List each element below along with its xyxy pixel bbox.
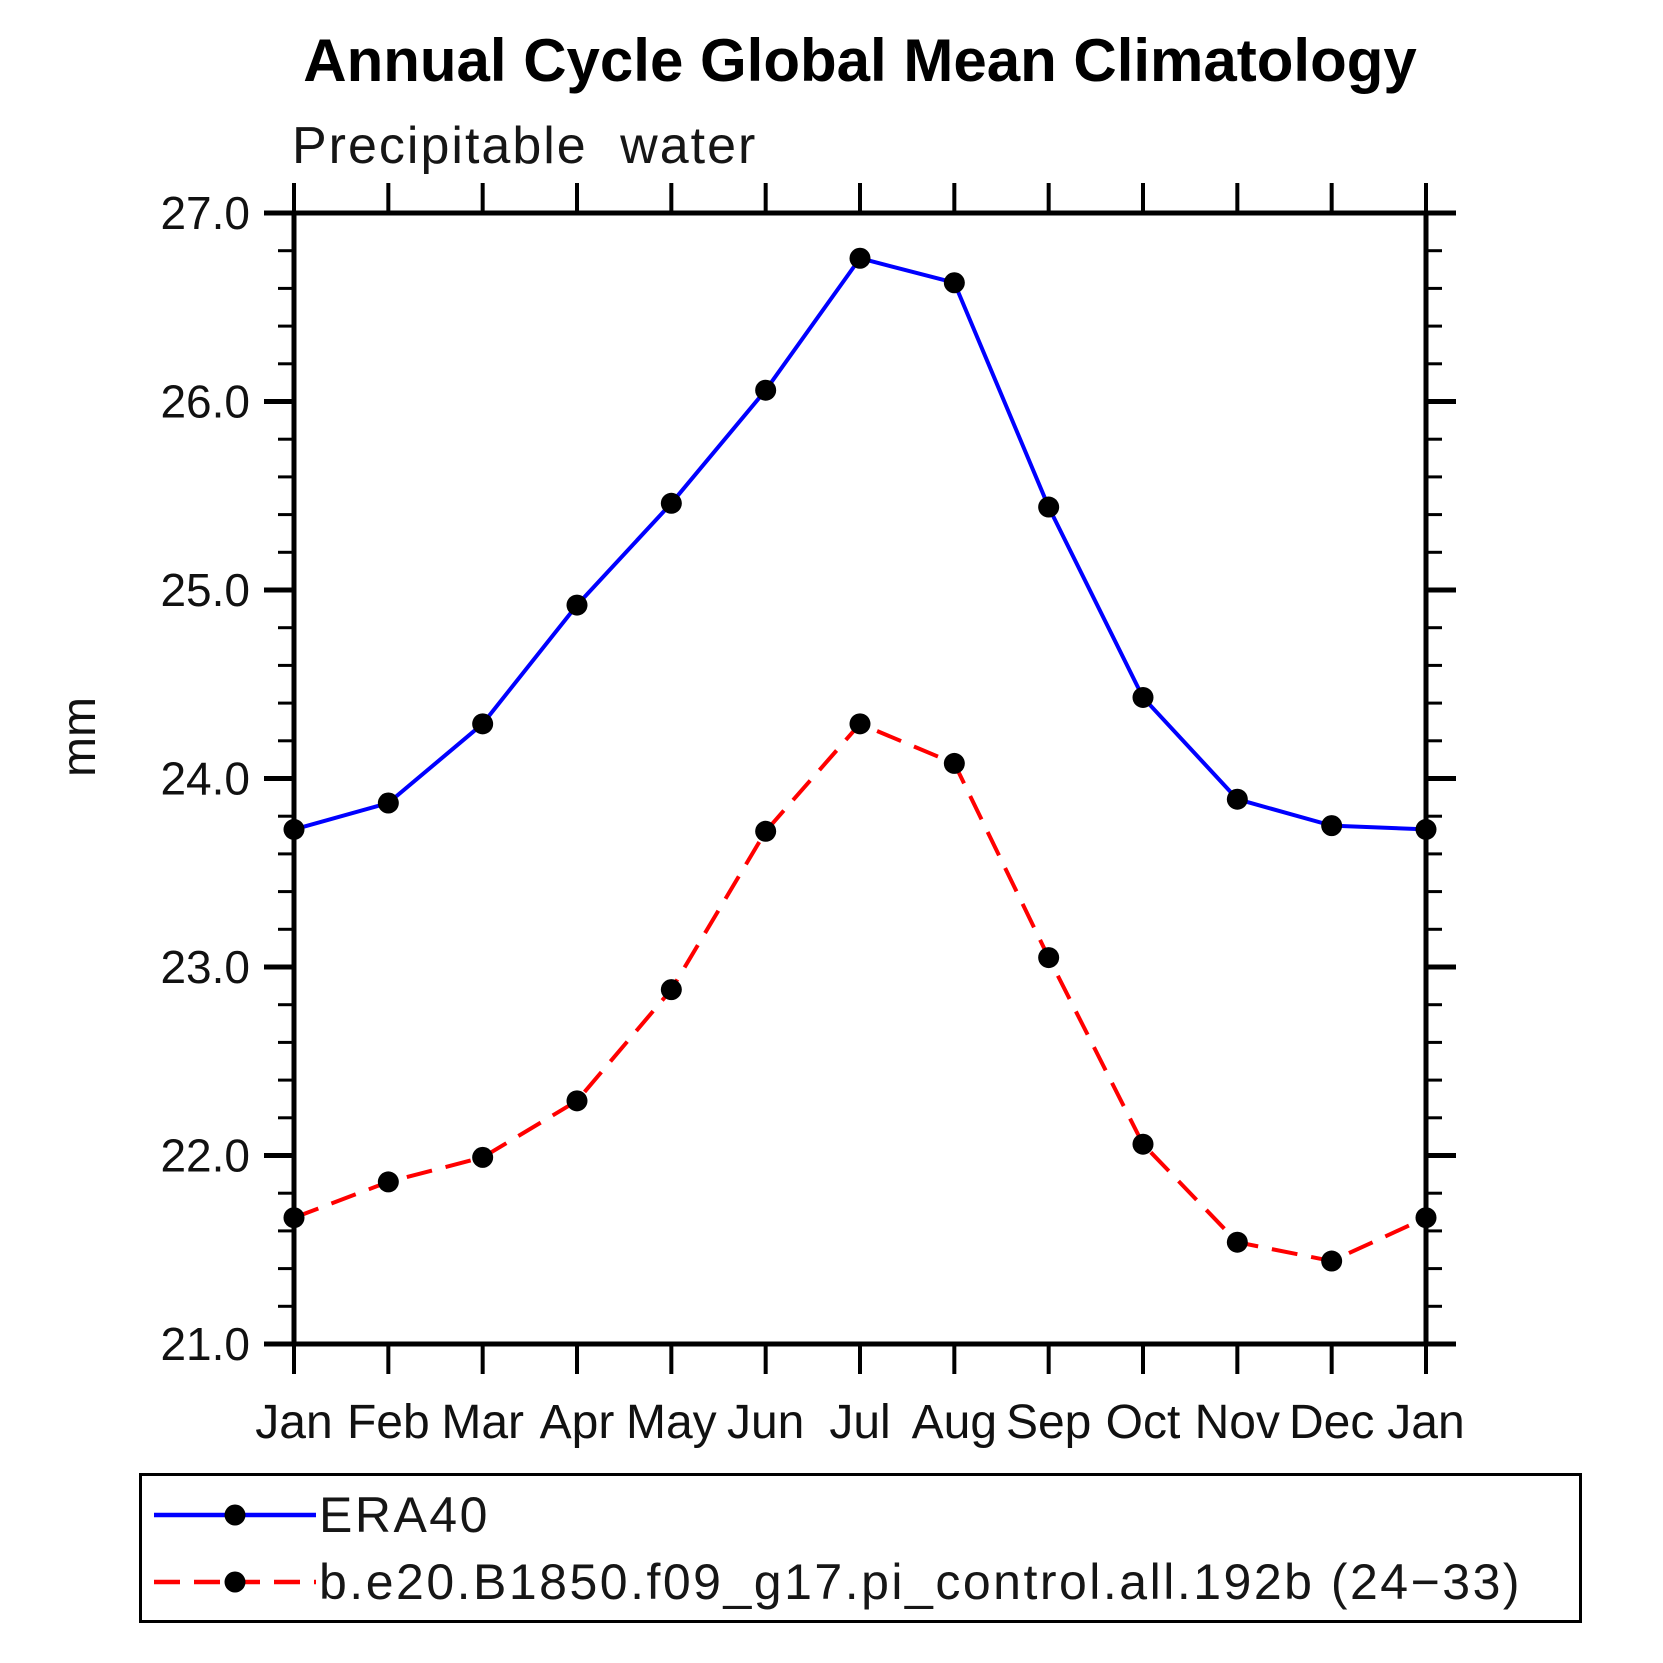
data-point-1 <box>283 1207 305 1229</box>
data-point-1 <box>660 979 682 1001</box>
y-tick-label: 26.0 <box>160 376 250 428</box>
x-tick-label: Dec <box>1289 1396 1374 1449</box>
data-point-0 <box>283 818 305 840</box>
x-tick-label: May <box>626 1396 717 1449</box>
data-point-0 <box>1132 686 1154 708</box>
chart-title: Annual Cycle Global Mean Climatology <box>303 27 1417 94</box>
data-point-1 <box>1226 1231 1248 1253</box>
y-tick-label: 24.0 <box>160 753 250 805</box>
y-tick-label: 27.0 <box>160 187 250 239</box>
x-tick-label: Apr <box>540 1396 615 1449</box>
legend-entry-model: b.e20.B1850.f09_g17.pi_control.all.192b … <box>148 1548 1579 1615</box>
x-tick-label: Mar <box>441 1396 524 1449</box>
data-point-1 <box>1321 1250 1343 1272</box>
data-point-0 <box>755 379 777 401</box>
data-point-0 <box>472 713 494 735</box>
data-point-1 <box>566 1090 588 1112</box>
data-point-1 <box>943 752 965 774</box>
series-line-0 <box>293 256 1427 832</box>
data-point-0 <box>1038 496 1060 518</box>
data-point-1 <box>1038 947 1060 969</box>
data-point-0 <box>849 247 871 269</box>
data-point-1 <box>377 1171 399 1193</box>
legend: ERA40 b.e20.B1850.f09_g17.pi_control.all… <box>139 1473 1582 1623</box>
chart-subtitle: Precipitable water <box>292 117 758 175</box>
legend-entry-era40: ERA40 <box>148 1481 1579 1548</box>
x-tick-label: Aug <box>912 1396 997 1449</box>
y-tick-label: 25.0 <box>160 564 250 616</box>
model-dashed-line-sample-icon <box>154 1571 316 1592</box>
data-point-1 <box>849 713 871 735</box>
x-tick-label: Feb <box>347 1396 430 1449</box>
y-tick-label: 22.0 <box>160 1130 250 1182</box>
data-point-1 <box>1415 1207 1437 1229</box>
data-point-1 <box>755 820 777 842</box>
data-point-1 <box>472 1146 494 1168</box>
legend-label-era40: ERA40 <box>319 1486 490 1543</box>
data-point-0 <box>1321 815 1343 837</box>
y-tick-label: 21.0 <box>160 1318 250 1370</box>
x-tick-label: Jul <box>829 1396 890 1449</box>
x-tick-label: Oct <box>1106 1396 1181 1449</box>
x-tick-label: Jun <box>727 1396 804 1449</box>
x-tick-label: Jan <box>1387 1396 1464 1449</box>
era40-line-sample-icon <box>154 1504 316 1525</box>
data-point-0 <box>377 792 399 814</box>
y-tick-label: 23.0 <box>160 941 250 993</box>
x-tick-label: Jan <box>255 1396 332 1449</box>
x-tick-label: Nov <box>1195 1396 1280 1449</box>
data-point-0 <box>1415 818 1437 840</box>
data-point-1 <box>1132 1133 1154 1155</box>
data-point-0 <box>1226 788 1248 810</box>
legend-label-model: b.e20.B1850.f09_g17.pi_control.all.192b … <box>319 1553 1523 1610</box>
data-point-0 <box>660 492 682 514</box>
data-point-0 <box>566 594 588 616</box>
data-point-0 <box>943 272 965 294</box>
plot-frame <box>291 210 1429 1347</box>
x-tick-label: Sep <box>1006 1396 1091 1449</box>
